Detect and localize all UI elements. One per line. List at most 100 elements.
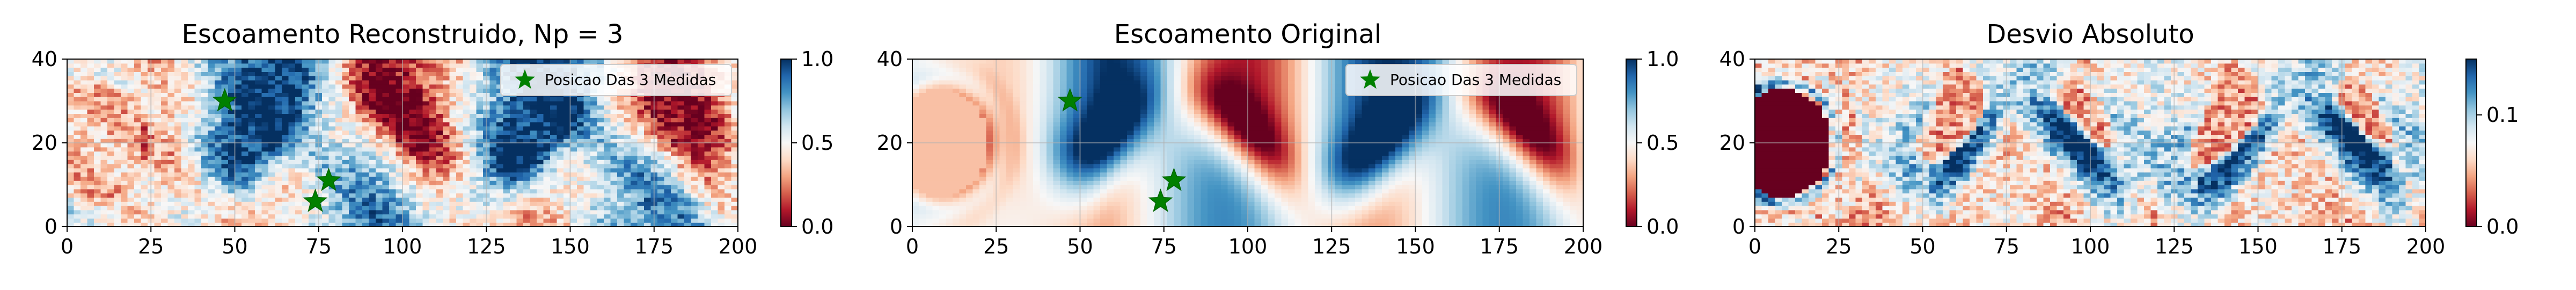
heatmap-cell bbox=[1543, 209, 1550, 215]
heatmap-cell bbox=[228, 176, 236, 181]
heatmap-cell bbox=[80, 222, 88, 227]
heatmap-cell bbox=[463, 139, 470, 143]
heatmap-cell bbox=[396, 206, 403, 211]
heatmap-cell bbox=[711, 218, 719, 223]
heatmap-cell bbox=[261, 176, 269, 181]
heatmap-cell bbox=[201, 172, 209, 177]
heatmap-cell bbox=[711, 151, 719, 156]
heatmap-cell bbox=[637, 214, 645, 219]
heatmap-cell bbox=[1442, 193, 1450, 198]
heatmap-cell bbox=[409, 147, 416, 152]
heatmap-cell bbox=[698, 168, 705, 173]
heatmap-cell bbox=[1375, 193, 1382, 198]
heatmap-cell bbox=[288, 189, 296, 194]
heatmap-cell bbox=[637, 185, 645, 190]
heatmap-cell bbox=[1167, 197, 1175, 202]
heatmap-cell bbox=[74, 147, 81, 152]
heatmap-cell bbox=[510, 143, 517, 148]
heatmap-cell bbox=[496, 214, 504, 219]
heatmap-cell bbox=[443, 76, 450, 81]
heatmap-cell bbox=[604, 197, 611, 202]
heatmap-cell bbox=[409, 155, 416, 160]
heatmap-cell bbox=[449, 189, 457, 194]
heatmap-cell bbox=[422, 134, 430, 139]
heatmap-cell bbox=[704, 197, 712, 202]
heatmap-cell bbox=[94, 118, 101, 122]
heatmap-cell bbox=[1549, 206, 1557, 211]
heatmap-cell bbox=[1469, 201, 1476, 206]
heatmap-cell bbox=[610, 197, 618, 202]
heatmap-cell bbox=[309, 109, 316, 114]
heatmap-cell bbox=[288, 67, 296, 72]
heatmap-cell bbox=[972, 201, 980, 206]
heatmap-cell bbox=[261, 113, 269, 118]
heatmap-cell bbox=[188, 147, 195, 152]
heatmap-cell bbox=[235, 105, 242, 110]
heatmap-cell bbox=[208, 209, 215, 215]
heatmap-cell bbox=[1087, 209, 1094, 215]
heatmap-cell bbox=[1556, 209, 1564, 215]
heatmap-cell bbox=[718, 209, 725, 215]
heatmap-cell bbox=[107, 218, 115, 223]
heatmap-cell bbox=[167, 105, 175, 110]
heatmap-cell bbox=[1455, 193, 1463, 198]
heatmap-cell bbox=[1543, 189, 1550, 194]
heatmap-cell bbox=[1543, 193, 1550, 198]
heatmap-cell bbox=[1127, 185, 1135, 190]
heatmap-cell bbox=[107, 197, 115, 202]
heatmap-cell bbox=[691, 176, 698, 181]
heatmap-cell bbox=[154, 84, 162, 89]
heatmap-cell bbox=[369, 185, 376, 190]
heatmap-cell bbox=[1509, 222, 1517, 227]
heatmap-cell bbox=[1308, 201, 1315, 206]
heatmap-cell bbox=[1436, 189, 1443, 194]
heatmap-cell bbox=[489, 88, 497, 93]
heatmap-cell bbox=[127, 164, 135, 169]
heatmap-cell bbox=[248, 201, 255, 206]
heatmap-cell bbox=[664, 105, 671, 110]
heatmap-cell bbox=[369, 172, 376, 177]
heatmap-cell bbox=[604, 151, 611, 156]
heatmap-cell bbox=[677, 118, 685, 122]
heatmap-cell bbox=[1503, 206, 1510, 211]
heatmap-cell bbox=[282, 155, 289, 160]
heatmap-cell bbox=[1348, 222, 1356, 227]
heatmap-cell bbox=[1208, 201, 1215, 206]
heatmap-cell bbox=[443, 97, 450, 102]
heatmap-cell bbox=[1167, 193, 1175, 198]
heatmap-cell bbox=[282, 206, 289, 211]
heatmap-cell bbox=[107, 176, 115, 181]
heatmap-cell bbox=[402, 122, 410, 127]
heatmap-cell bbox=[704, 139, 712, 143]
heatmap-cell bbox=[228, 139, 236, 143]
heatmap-cell bbox=[1020, 206, 1027, 211]
heatmap-cell bbox=[1529, 206, 1537, 211]
heatmap-cell bbox=[342, 218, 349, 223]
heatmap-cell bbox=[74, 160, 81, 164]
heatmap-cell bbox=[1576, 218, 1583, 223]
heatmap-cell bbox=[470, 197, 477, 202]
heatmap-cell bbox=[570, 168, 577, 173]
heatmap-cell bbox=[302, 164, 309, 169]
heatmap-cell bbox=[436, 197, 443, 202]
heatmap-cell bbox=[221, 185, 229, 190]
heatmap-cell bbox=[1335, 222, 1342, 227]
heatmap-cell bbox=[396, 122, 403, 127]
heatmap-cell bbox=[107, 164, 115, 169]
heatmap-cell bbox=[1053, 185, 1060, 190]
heatmap-cell bbox=[416, 84, 423, 89]
heatmap-cell bbox=[1462, 189, 1470, 194]
heatmap-cell bbox=[328, 206, 336, 211]
heatmap-cell bbox=[671, 97, 678, 102]
heatmap-cell bbox=[154, 113, 162, 118]
heatmap-cell bbox=[436, 218, 443, 223]
heatmap-cell bbox=[711, 214, 719, 219]
heatmap-cell bbox=[664, 126, 671, 131]
heatmap-cell bbox=[919, 214, 926, 219]
heatmap-cell bbox=[1362, 193, 1369, 198]
heatmap-cell bbox=[1221, 201, 1228, 206]
heatmap-cell bbox=[684, 126, 692, 131]
heatmap-cell bbox=[235, 84, 242, 89]
heatmap-cell bbox=[322, 84, 330, 89]
heatmap-cell bbox=[1248, 193, 1255, 198]
